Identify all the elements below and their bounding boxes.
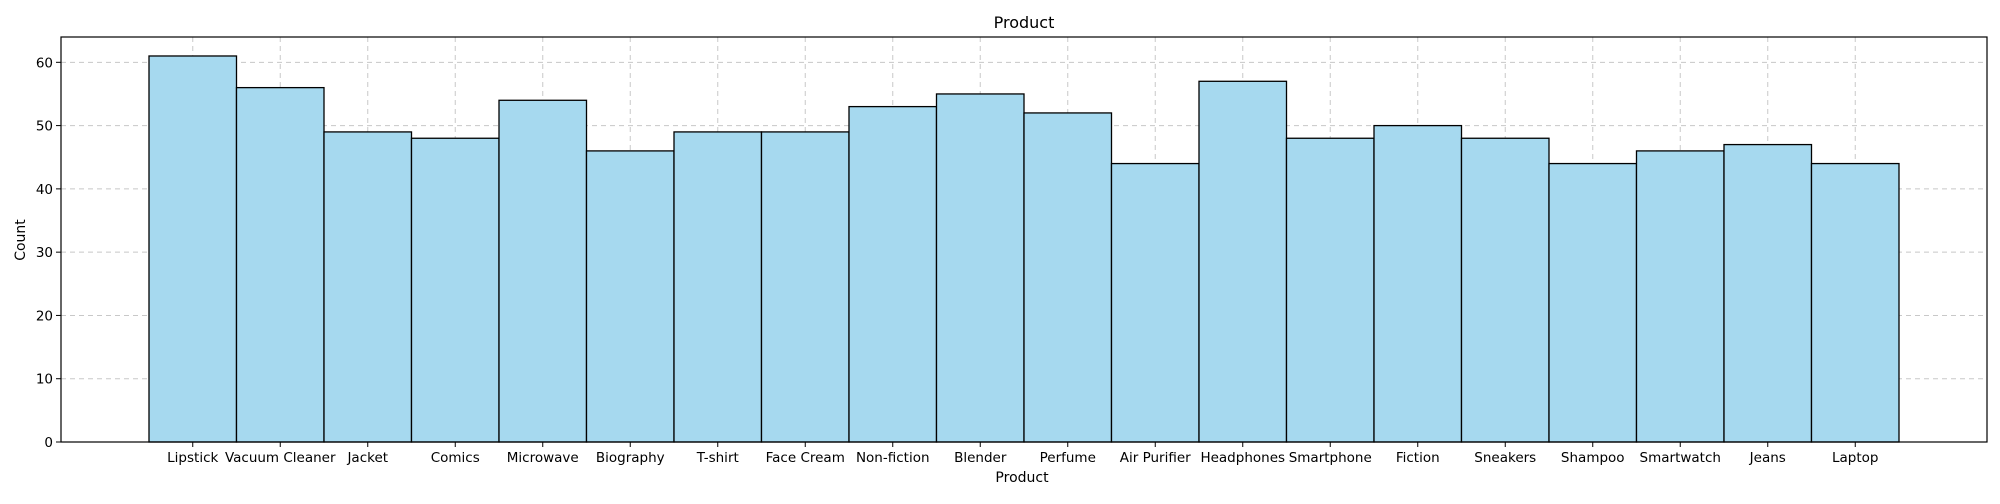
x-tick-label: Non-fiction bbox=[856, 450, 930, 466]
bar-jeans bbox=[1723, 143, 1813, 443]
bar-vacuum-cleaner bbox=[235, 86, 325, 443]
x-tick-label: Comics bbox=[431, 450, 480, 466]
x-axis-label: Product bbox=[995, 470, 1049, 486]
bar-series bbox=[148, 55, 1900, 443]
x-tick-label: Headphones bbox=[1200, 450, 1285, 466]
bar-smartwatch bbox=[1635, 150, 1725, 443]
x-tick-label: Shampoo bbox=[1561, 450, 1625, 466]
x-tick-label: Sneakers bbox=[1474, 450, 1536, 466]
y-tick-label: 50 bbox=[36, 119, 53, 135]
bar-fiction bbox=[1373, 124, 1463, 443]
bar-jacket bbox=[323, 131, 413, 443]
bar-perfume bbox=[1023, 112, 1113, 443]
x-tick-label: Fiction bbox=[1396, 450, 1440, 466]
x-tick-label: Smartwatch bbox=[1640, 450, 1721, 466]
bar-headphones bbox=[1198, 80, 1288, 443]
x-tick-label: Air Purifier bbox=[1120, 450, 1191, 466]
bar-sneakers bbox=[1460, 137, 1550, 443]
x-tick-label: Perfume bbox=[1040, 450, 1096, 466]
y-axis-ticks: 0 10 20 30 40 50 60 bbox=[36, 55, 61, 451]
y-tick-label: 0 bbox=[44, 435, 53, 451]
bar-lipstick bbox=[148, 55, 238, 443]
bar-smartphone bbox=[1285, 137, 1375, 443]
y-tick-label: 20 bbox=[36, 308, 53, 324]
x-tick-label: Vacuum Cleaner bbox=[225, 450, 336, 466]
bar-comics bbox=[410, 137, 500, 443]
bar-air-purifier bbox=[1110, 162, 1200, 443]
x-tick-label: Jacket bbox=[346, 450, 388, 466]
x-tick-label: Lipstick bbox=[167, 450, 218, 466]
y-tick-label: 40 bbox=[36, 182, 53, 198]
bar-shampoo bbox=[1548, 162, 1638, 443]
y-tick-label: 10 bbox=[36, 372, 53, 388]
x-tick-label: Blender bbox=[954, 450, 1007, 466]
x-tick-label: Laptop bbox=[1832, 450, 1879, 466]
x-tick-label: T-shirt bbox=[696, 450, 739, 466]
x-tick-label: Biography bbox=[596, 450, 665, 466]
bar-face-cream bbox=[760, 131, 850, 443]
bar-biography bbox=[585, 150, 675, 443]
bar-microwave bbox=[498, 99, 588, 443]
x-tick-label: Microwave bbox=[507, 450, 579, 466]
plot-frame bbox=[60, 36, 1988, 443]
bar-laptop bbox=[1810, 162, 1900, 443]
bar-blender bbox=[935, 93, 1025, 443]
x-tick-label: Face Cream bbox=[766, 450, 845, 466]
x-axis-ticks: Lipstick Vacuum Cleaner Jacket Comics Microw… bbox=[167, 442, 1879, 466]
y-tick-label: 60 bbox=[36, 55, 53, 71]
y-axis-label: Count bbox=[13, 219, 29, 261]
x-tick-label: Jeans bbox=[1749, 450, 1786, 466]
bar-t-shirt bbox=[673, 131, 763, 443]
bar-non-fiction bbox=[848, 105, 938, 443]
chart-title: Product bbox=[994, 13, 1055, 32]
y-tick-label: 30 bbox=[36, 245, 53, 261]
x-tick-label: Smartphone bbox=[1289, 450, 1372, 466]
